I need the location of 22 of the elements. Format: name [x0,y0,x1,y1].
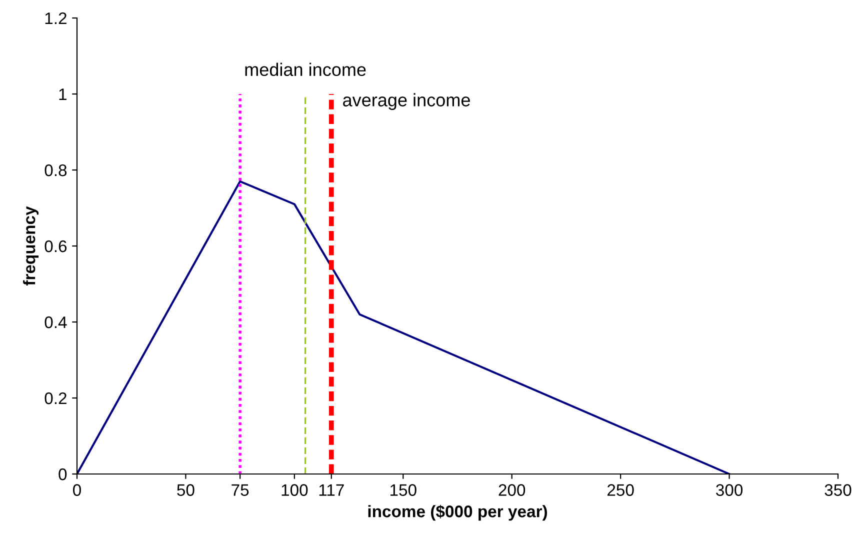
x-tick-label: 350 [824,484,852,496]
x-tick-label: 150 [390,484,416,496]
ref-line-label: median income [245,62,366,76]
x-tick-label: 117 [319,484,344,496]
x-tick-label: 200 [498,484,526,496]
y-tick-label: 1 [59,88,66,100]
y-axis-title: frequency [23,206,39,286]
x-tick-label: 50 [177,484,194,496]
y-tick-label: 0.6 [44,240,67,252]
y-tick-label: 1.2 [45,12,66,24]
x-tick-label: 0 [73,484,81,496]
y-tick-label: 0 [58,468,67,480]
x-tick-label: 75 [232,484,249,496]
x-tick-label: 100 [282,484,308,496]
x-axis-title: income ($000 per year) [368,504,547,521]
y-tick-label: 0.4 [44,316,67,328]
y-tick-label: 0.2 [44,392,66,404]
x-tick-label: 300 [716,484,743,496]
line-series [77,180,730,474]
x-tick-label: 250 [608,484,634,496]
ref-line-label: average income [343,93,470,110]
y-tick-label: 0.8 [44,164,67,176]
